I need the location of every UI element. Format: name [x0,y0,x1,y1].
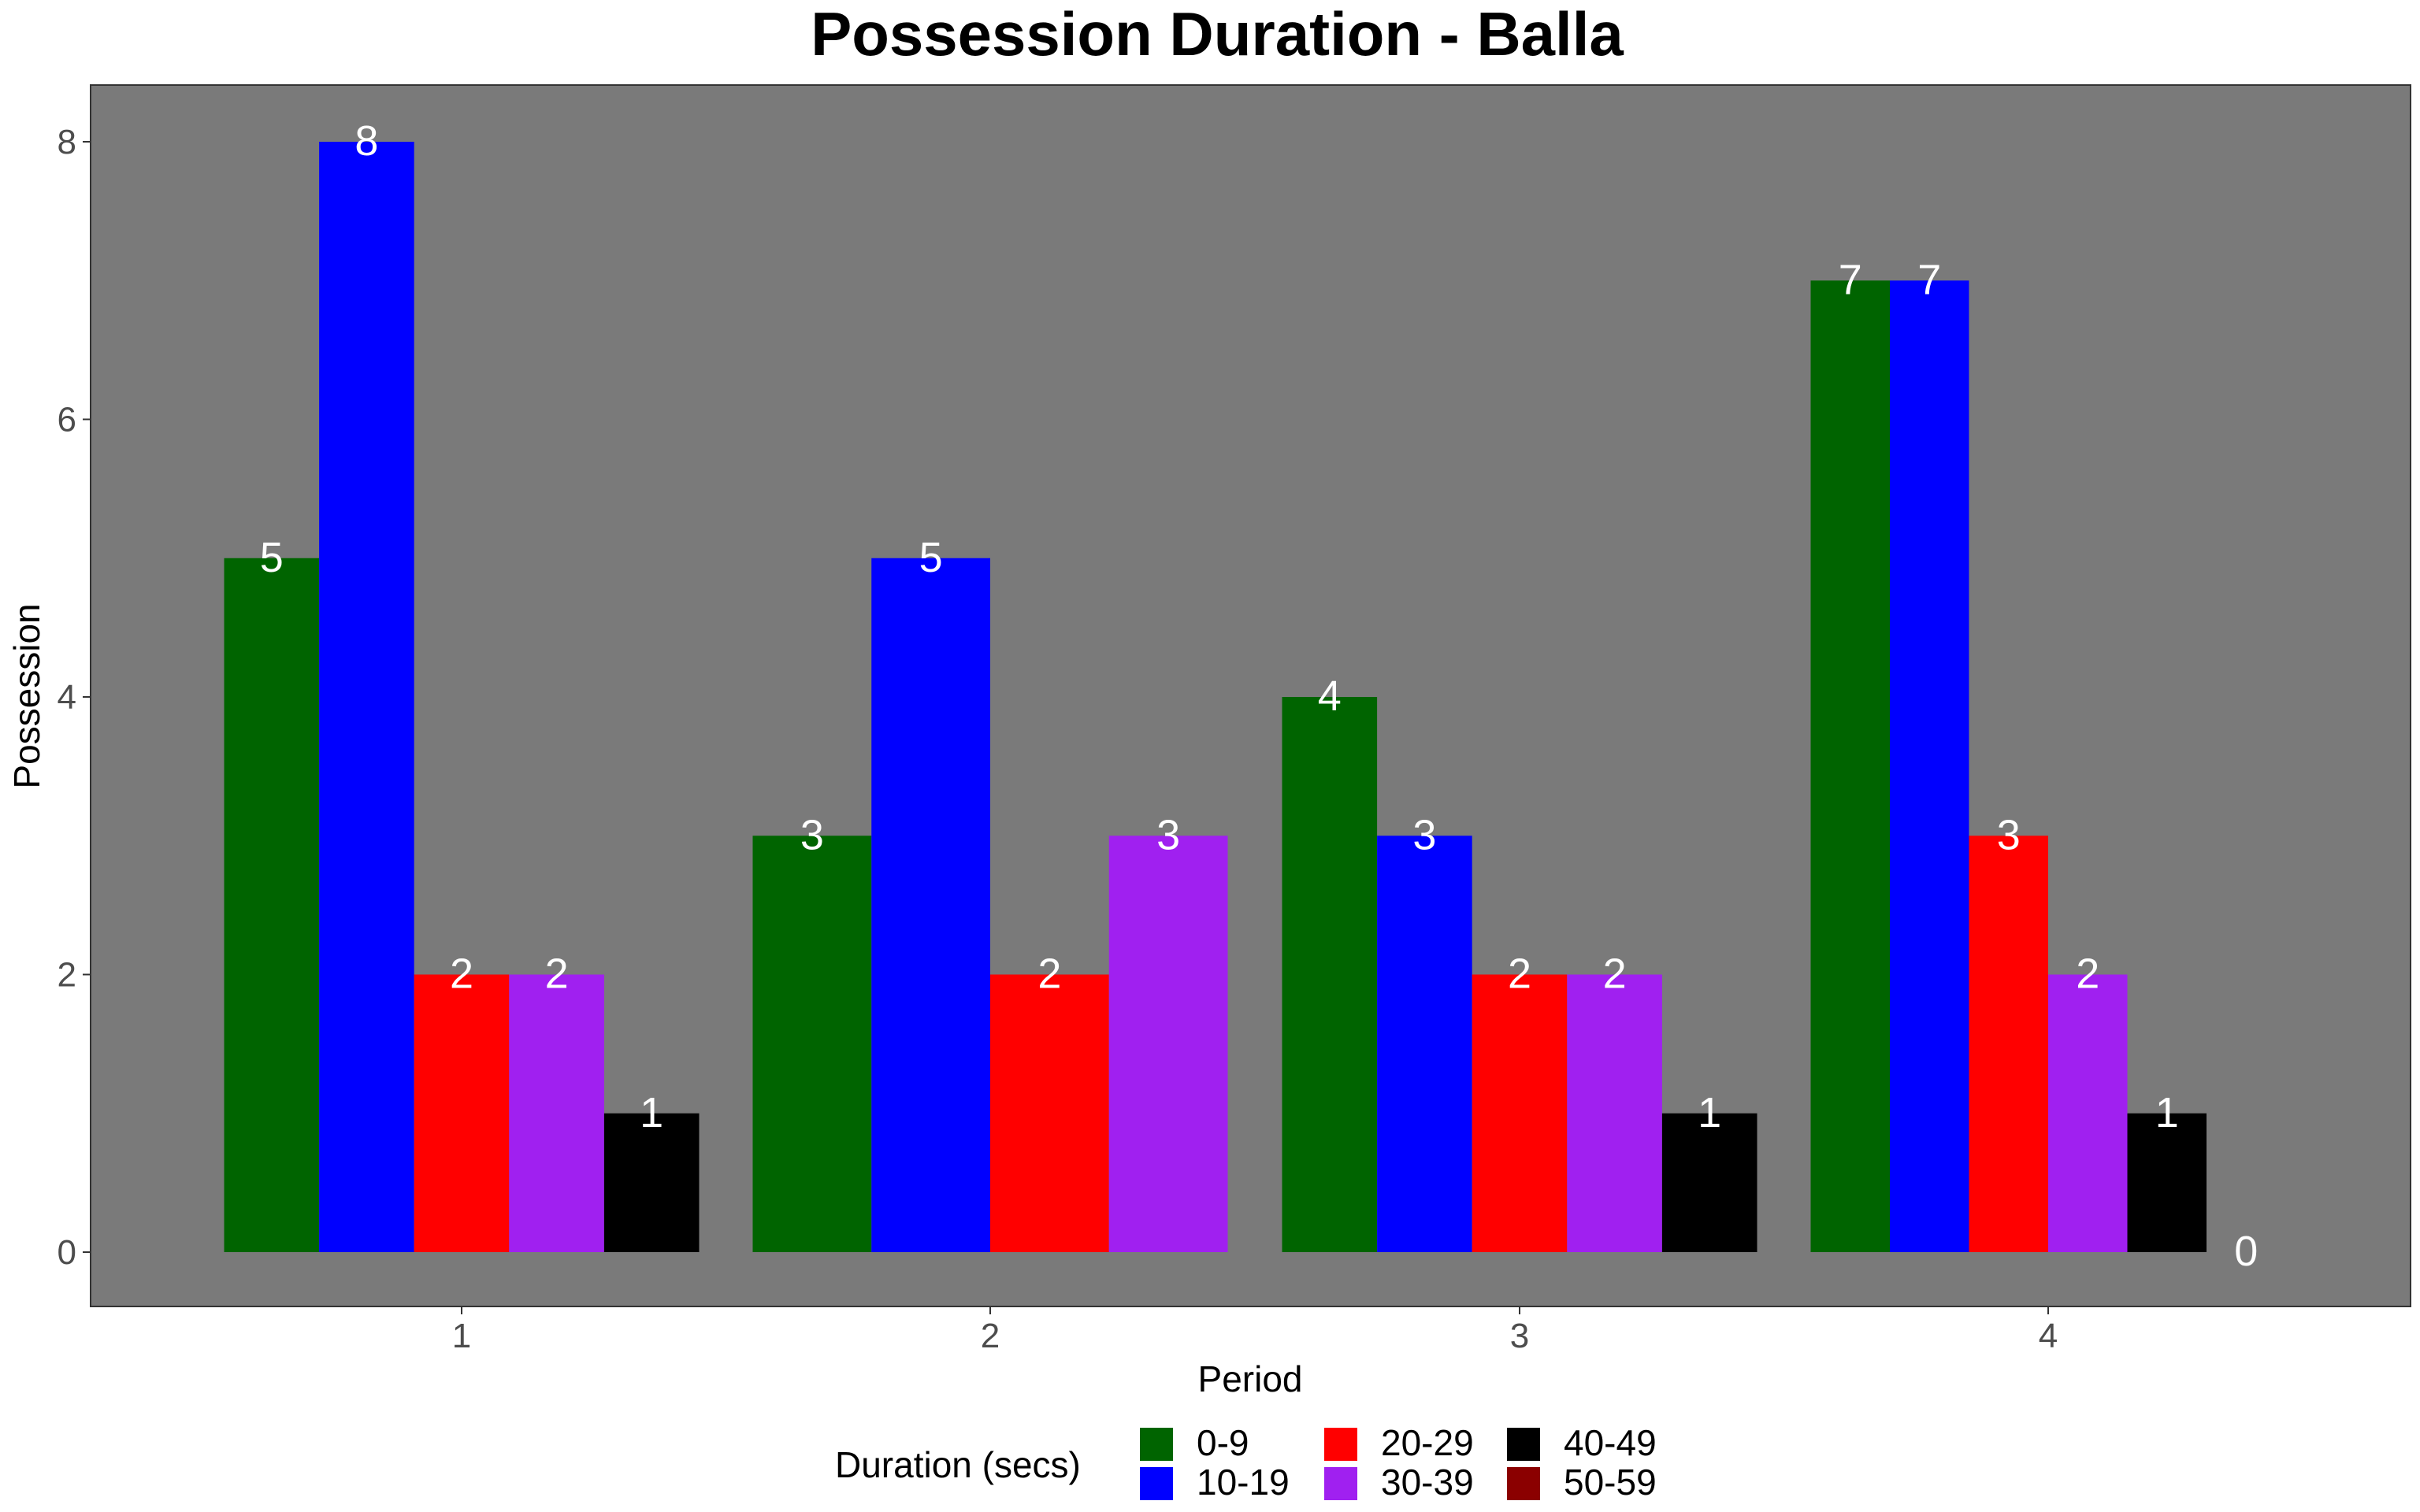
legend-label: 10-19 [1197,1462,1290,1503]
y-axis-label: Possession [6,603,47,788]
bar-value-label: 0 [2234,1228,2258,1275]
bar-period-3-series-1 [1377,836,1472,1252]
bar-value-label: 7 [1917,256,1941,303]
bar-period-2-series-0 [752,836,872,1252]
bar-period-4-series-4 [2127,1113,2207,1252]
bar-period-4-series-1 [1890,280,1969,1252]
bars-layer [224,142,2207,1252]
legend-key-30-39 [1324,1467,1357,1500]
bar-period-4-series-2 [1969,836,2048,1252]
bar-period-1-series-1 [319,142,414,1252]
bar-period-2-series-1 [871,558,990,1252]
bar-value-label: 1 [1698,1089,1721,1136]
bar-period-2-series-2 [990,974,1109,1252]
bar-period-3-series-4 [1661,1113,1757,1252]
bar-period-1-series-4 [603,1113,700,1252]
y-tick-label: 2 [58,956,76,995]
bar-value-label: 3 [800,811,824,858]
x-tick-label: 3 [1510,1317,1529,1355]
x-tick-label: 2 [981,1317,1000,1355]
bar-period-1-series-3 [509,974,604,1252]
legend-key-50-59 [1507,1467,1540,1500]
bar-value-label: 2 [1603,951,1627,998]
legend-label: 30-39 [1381,1462,1474,1503]
bar-value-label: 1 [640,1089,663,1136]
bar-value-label: 2 [450,951,473,998]
bar-value-label: 3 [1412,811,1436,858]
bar-value-label: 2 [545,951,569,998]
bar-period-3-series-0 [1282,697,1378,1252]
bar-period-1-series-2 [414,974,510,1252]
bar-value-label: 1 [2155,1089,2179,1136]
bar-value-label: 4 [1318,673,1342,720]
legend-label: 20-29 [1381,1422,1474,1463]
legend-title: Duration (secs) [835,1444,1081,1485]
x-tick-label: 4 [2039,1317,2058,1355]
x-axis-label: Period [1198,1358,1303,1399]
bar-period-3-series-3 [1567,974,1662,1252]
bar-value-label: 5 [260,534,284,581]
bar-value-label: 8 [354,117,378,165]
y-tick-label: 0 [58,1233,76,1272]
x-axis: 1 2 3 4 [452,1306,2058,1355]
legend-key-10-19 [1140,1467,1173,1500]
bar-value-label: 2 [1037,951,1061,998]
legend-key-40-49 [1507,1428,1540,1461]
bar-period-3-series-2 [1472,974,1568,1252]
x-tick-label: 1 [452,1317,471,1355]
bar-value-label: 7 [1839,256,1862,303]
legend-key-0-9 [1140,1428,1173,1461]
legend-label: 40-49 [1564,1422,1657,1463]
y-axis: 0 2 4 6 8 [58,123,91,1272]
legend-label: 0-9 [1197,1422,1249,1463]
bar-period-2-series-3 [1108,836,1228,1252]
legend-key-20-29 [1324,1428,1357,1461]
y-tick-label: 6 [58,401,76,439]
legend-label: 50-59 [1564,1462,1657,1503]
y-tick-label: 8 [58,123,76,161]
bar-value-label: 2 [2076,951,2099,998]
chart-title: Possession Duration - Balla [811,0,1624,69]
bar-labels-layer: 5 8 2 2 1 3 5 2 3 4 3 2 2 1 7 7 3 2 1 0 [260,117,2258,1275]
bar-value-label: 3 [1997,811,2021,858]
bar-period-4-series-3 [2048,974,2128,1252]
bar-value-label: 3 [1156,811,1180,858]
y-tick-label: 4 [58,678,76,717]
bar-value-label: 2 [1508,951,1531,998]
bar-value-label: 5 [919,534,943,581]
bar-period-4-series-0 [1810,280,1890,1252]
bar-period-1-series-0 [224,558,320,1252]
